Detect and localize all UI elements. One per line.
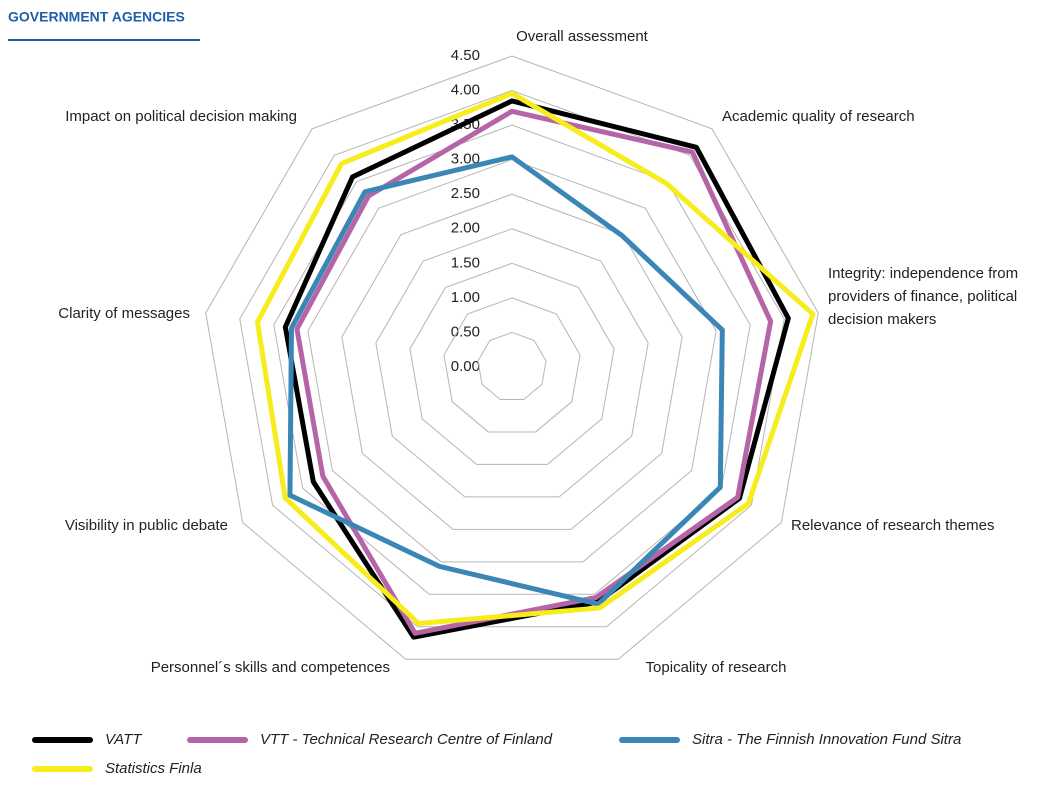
chart-title: GOVERNMENT AGENCIES (8, 9, 185, 25)
y-tick-label: 4.50 (451, 47, 480, 64)
axis-label: Impact on political decision making (65, 108, 297, 125)
axis-label: Visibility in public debate (65, 517, 228, 534)
y-tick-label: 4.00 (451, 82, 480, 99)
grid-line (443, 297, 581, 433)
series-line (287, 154, 725, 607)
legend-label: Statistics Finla (105, 760, 202, 777)
grid-line (341, 193, 683, 530)
grid-line (409, 262, 615, 465)
grid-line (477, 331, 547, 400)
legend-label: VATT (105, 731, 143, 748)
y-tick-label: 0.00 (451, 358, 480, 375)
axis-label: Academic quality of research (722, 108, 915, 125)
axis-label: Integrity: independence from providers o… (828, 265, 1019, 328)
axis-label: Overall assessment (516, 28, 649, 45)
axis-label: Personnel´s skills and competences (151, 659, 390, 676)
axis-label-box: Integrity: independence from providers o… (828, 265, 1019, 328)
y-tick-label: 1.50 (451, 254, 480, 271)
grid-line (205, 55, 819, 660)
series-line (254, 90, 816, 627)
axis-label: Clarity of messages (58, 305, 190, 322)
grid-line (273, 124, 751, 595)
grid-line (239, 90, 785, 628)
legend-label: Sitra - The Finnish Innovation Fund Sitr… (692, 731, 961, 748)
series-line (282, 98, 791, 640)
grid-line (307, 159, 717, 563)
axis-label: Topicality of research (646, 659, 787, 676)
y-tick-label: 2.00 (451, 220, 480, 237)
y-tick-label: 1.00 (451, 289, 480, 306)
grid-line (375, 228, 649, 498)
axis-label: Relevance of research themes (791, 517, 994, 534)
y-tick-label: 2.50 (451, 185, 480, 202)
y-tick-label: 3.00 (451, 151, 480, 168)
y-tick-label: 0.50 (451, 323, 480, 340)
legend-label: VTT - Technical Research Centre of Finla… (260, 731, 553, 748)
